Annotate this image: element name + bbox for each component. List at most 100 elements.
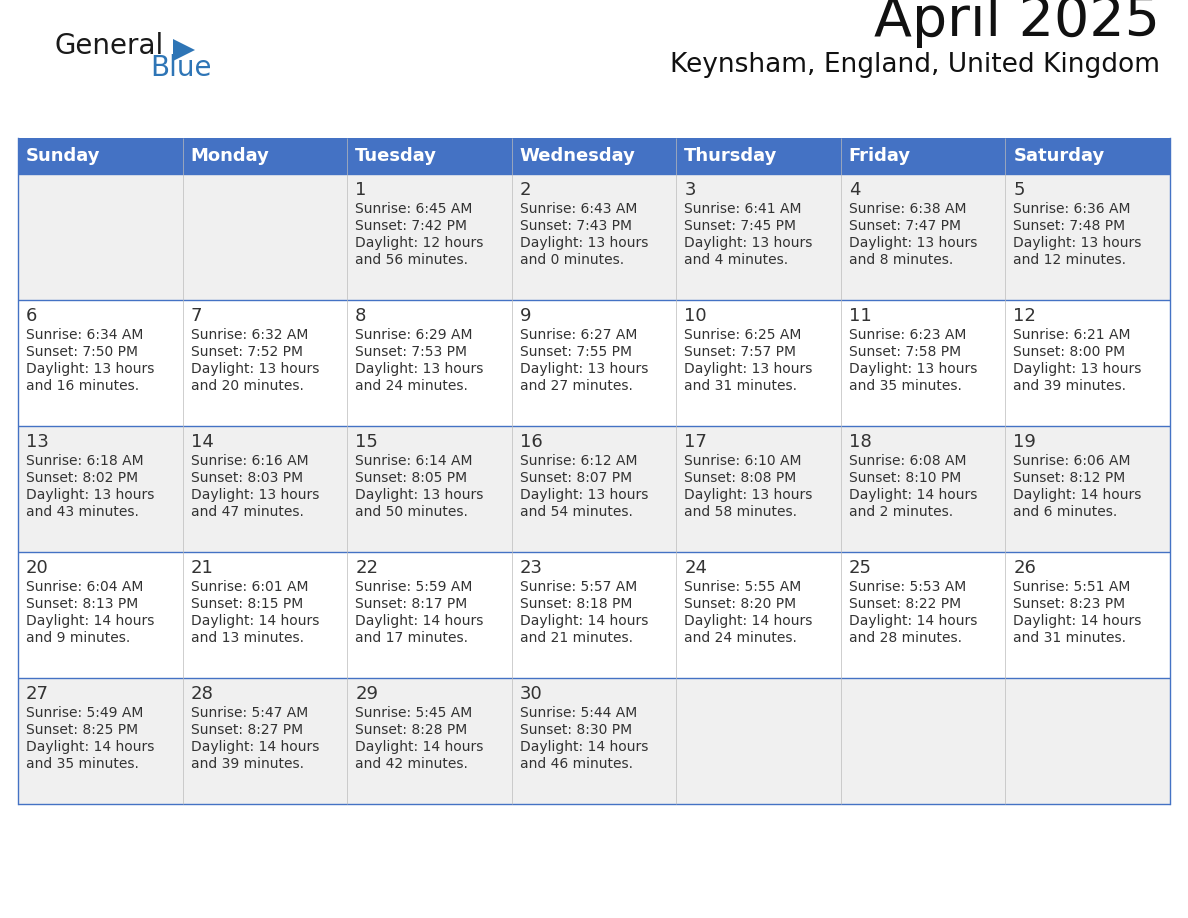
Text: 17: 17 <box>684 433 707 451</box>
Bar <box>18 300 1170 426</box>
Bar <box>183 138 347 174</box>
Text: Sunset: 8:22 PM: Sunset: 8:22 PM <box>849 597 961 611</box>
Text: Sunset: 7:43 PM: Sunset: 7:43 PM <box>519 219 632 233</box>
Text: 28: 28 <box>190 685 214 703</box>
Text: Daylight: 14 hours: Daylight: 14 hours <box>1013 488 1142 502</box>
Text: Daylight: 13 hours: Daylight: 13 hours <box>684 362 813 376</box>
Text: Daylight: 13 hours: Daylight: 13 hours <box>355 488 484 502</box>
Text: 24: 24 <box>684 559 707 577</box>
Text: Sunrise: 5:57 AM: Sunrise: 5:57 AM <box>519 580 637 594</box>
Text: and 21 minutes.: and 21 minutes. <box>519 631 633 645</box>
Text: and 4 minutes.: and 4 minutes. <box>684 253 789 267</box>
Text: Sunset: 7:45 PM: Sunset: 7:45 PM <box>684 219 796 233</box>
Text: 11: 11 <box>849 307 872 325</box>
Text: Sunrise: 6:18 AM: Sunrise: 6:18 AM <box>26 454 144 468</box>
Text: and 24 minutes.: and 24 minutes. <box>355 379 468 393</box>
Text: Sunrise: 6:32 AM: Sunrise: 6:32 AM <box>190 328 308 342</box>
Text: Sunset: 8:23 PM: Sunset: 8:23 PM <box>1013 597 1125 611</box>
Text: and 54 minutes.: and 54 minutes. <box>519 505 632 519</box>
Bar <box>347 138 512 174</box>
Text: and 43 minutes.: and 43 minutes. <box>26 505 139 519</box>
Text: Daylight: 12 hours: Daylight: 12 hours <box>355 236 484 250</box>
Text: Sunset: 8:15 PM: Sunset: 8:15 PM <box>190 597 303 611</box>
Text: and 6 minutes.: and 6 minutes. <box>1013 505 1118 519</box>
Text: Sunset: 8:08 PM: Sunset: 8:08 PM <box>684 471 796 485</box>
Text: Daylight: 13 hours: Daylight: 13 hours <box>1013 236 1142 250</box>
Text: Sunset: 8:17 PM: Sunset: 8:17 PM <box>355 597 467 611</box>
Text: Sunrise: 6:08 AM: Sunrise: 6:08 AM <box>849 454 966 468</box>
Text: General: General <box>55 32 164 60</box>
Text: Daylight: 14 hours: Daylight: 14 hours <box>519 614 649 628</box>
Text: 13: 13 <box>26 433 49 451</box>
Text: April 2025: April 2025 <box>874 0 1159 48</box>
Text: Sunset: 8:18 PM: Sunset: 8:18 PM <box>519 597 632 611</box>
Text: Wednesday: Wednesday <box>519 147 636 165</box>
Text: Daylight: 13 hours: Daylight: 13 hours <box>190 488 318 502</box>
Text: Blue: Blue <box>150 54 211 82</box>
Text: Sunrise: 5:53 AM: Sunrise: 5:53 AM <box>849 580 966 594</box>
Text: Sunset: 8:25 PM: Sunset: 8:25 PM <box>26 723 138 737</box>
Text: Sunset: 8:00 PM: Sunset: 8:00 PM <box>1013 345 1125 359</box>
Text: Sunrise: 5:51 AM: Sunrise: 5:51 AM <box>1013 580 1131 594</box>
Text: 25: 25 <box>849 559 872 577</box>
Text: and 31 minutes.: and 31 minutes. <box>1013 631 1126 645</box>
Text: Daylight: 13 hours: Daylight: 13 hours <box>190 362 318 376</box>
Text: 26: 26 <box>1013 559 1036 577</box>
Text: Monday: Monday <box>190 147 270 165</box>
Text: Sunrise: 6:38 AM: Sunrise: 6:38 AM <box>849 202 966 216</box>
Text: Daylight: 14 hours: Daylight: 14 hours <box>849 614 978 628</box>
Text: 12: 12 <box>1013 307 1036 325</box>
Text: 20: 20 <box>26 559 49 577</box>
Text: 9: 9 <box>519 307 531 325</box>
Text: Sunrise: 6:01 AM: Sunrise: 6:01 AM <box>190 580 308 594</box>
Text: 5: 5 <box>1013 181 1025 199</box>
Text: Thursday: Thursday <box>684 147 778 165</box>
Text: Sunset: 8:05 PM: Sunset: 8:05 PM <box>355 471 467 485</box>
Text: Daylight: 13 hours: Daylight: 13 hours <box>26 488 154 502</box>
Text: 15: 15 <box>355 433 378 451</box>
Text: Sunrise: 6:12 AM: Sunrise: 6:12 AM <box>519 454 637 468</box>
Text: Sunrise: 5:45 AM: Sunrise: 5:45 AM <box>355 706 473 720</box>
Text: 1: 1 <box>355 181 367 199</box>
Text: and 50 minutes.: and 50 minutes. <box>355 505 468 519</box>
Text: Sunrise: 6:34 AM: Sunrise: 6:34 AM <box>26 328 144 342</box>
Text: Sunset: 8:13 PM: Sunset: 8:13 PM <box>26 597 138 611</box>
Text: Sunrise: 6:16 AM: Sunrise: 6:16 AM <box>190 454 308 468</box>
Text: Sunrise: 5:44 AM: Sunrise: 5:44 AM <box>519 706 637 720</box>
Text: Sunset: 7:47 PM: Sunset: 7:47 PM <box>849 219 961 233</box>
Text: Sunset: 7:53 PM: Sunset: 7:53 PM <box>355 345 467 359</box>
Text: 6: 6 <box>26 307 37 325</box>
Text: 27: 27 <box>26 685 49 703</box>
Text: Sunrise: 5:59 AM: Sunrise: 5:59 AM <box>355 580 473 594</box>
Text: Sunday: Sunday <box>26 147 101 165</box>
Text: Daylight: 13 hours: Daylight: 13 hours <box>684 236 813 250</box>
Text: Sunrise: 6:06 AM: Sunrise: 6:06 AM <box>1013 454 1131 468</box>
Text: and 12 minutes.: and 12 minutes. <box>1013 253 1126 267</box>
Text: and 35 minutes.: and 35 minutes. <box>26 757 139 771</box>
Text: Sunrise: 6:10 AM: Sunrise: 6:10 AM <box>684 454 802 468</box>
Text: 2: 2 <box>519 181 531 199</box>
Text: Daylight: 13 hours: Daylight: 13 hours <box>684 488 813 502</box>
Text: Sunset: 8:28 PM: Sunset: 8:28 PM <box>355 723 467 737</box>
Text: Sunrise: 6:36 AM: Sunrise: 6:36 AM <box>1013 202 1131 216</box>
Text: Daylight: 14 hours: Daylight: 14 hours <box>519 740 649 754</box>
Text: Sunset: 8:10 PM: Sunset: 8:10 PM <box>849 471 961 485</box>
Text: and 24 minutes.: and 24 minutes. <box>684 631 797 645</box>
Text: Sunset: 8:02 PM: Sunset: 8:02 PM <box>26 471 138 485</box>
Text: Sunset: 8:07 PM: Sunset: 8:07 PM <box>519 471 632 485</box>
Text: and 20 minutes.: and 20 minutes. <box>190 379 303 393</box>
Text: Sunset: 7:50 PM: Sunset: 7:50 PM <box>26 345 138 359</box>
Text: Daylight: 14 hours: Daylight: 14 hours <box>355 740 484 754</box>
Text: and 39 minutes.: and 39 minutes. <box>190 757 304 771</box>
Bar <box>18 174 1170 300</box>
Text: Daylight: 14 hours: Daylight: 14 hours <box>26 614 154 628</box>
Text: and 0 minutes.: and 0 minutes. <box>519 253 624 267</box>
Bar <box>18 426 1170 552</box>
Text: Daylight: 13 hours: Daylight: 13 hours <box>1013 362 1142 376</box>
Text: Daylight: 13 hours: Daylight: 13 hours <box>849 362 978 376</box>
Text: 3: 3 <box>684 181 696 199</box>
Text: 14: 14 <box>190 433 214 451</box>
Text: and 8 minutes.: and 8 minutes. <box>849 253 953 267</box>
Text: Daylight: 14 hours: Daylight: 14 hours <box>190 614 318 628</box>
Text: 7: 7 <box>190 307 202 325</box>
